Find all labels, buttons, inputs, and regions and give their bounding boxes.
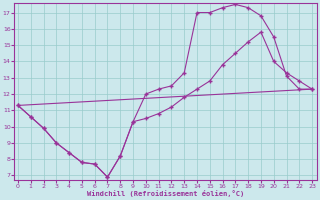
X-axis label: Windchill (Refroidissement éolien,°C): Windchill (Refroidissement éolien,°C) [87,190,244,197]
